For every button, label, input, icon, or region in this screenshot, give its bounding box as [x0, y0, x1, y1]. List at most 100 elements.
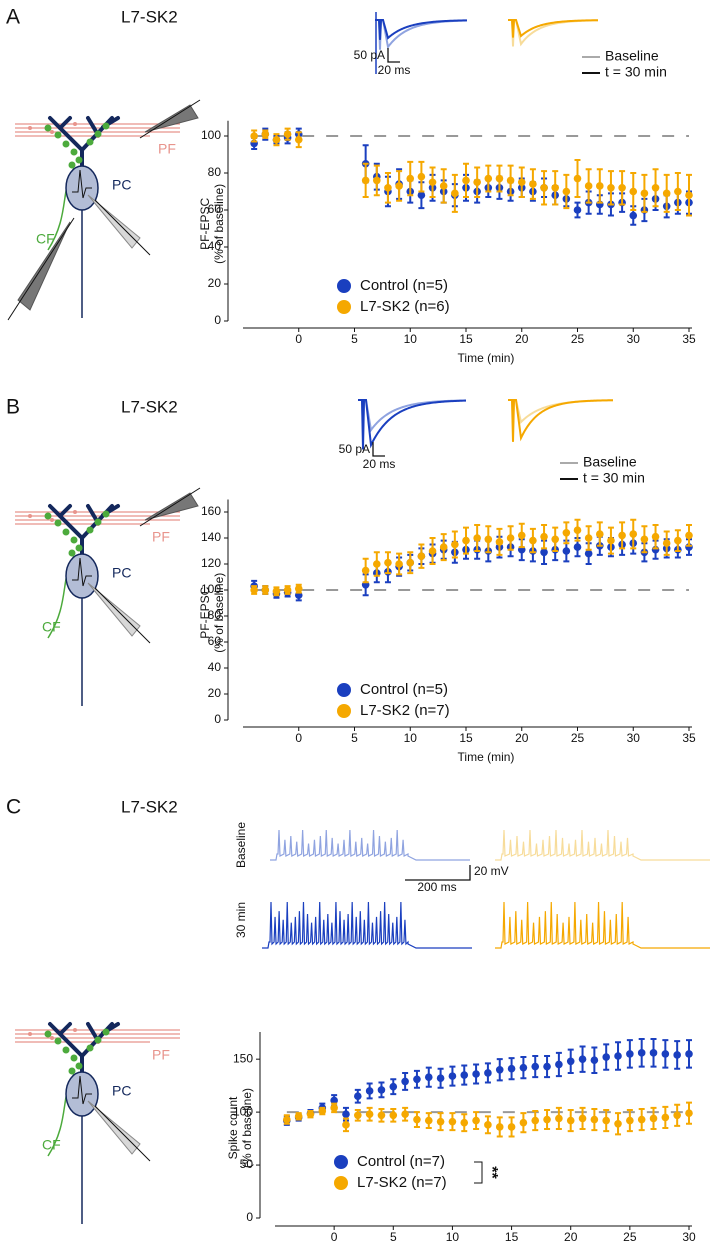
data-point: [573, 526, 582, 534]
data-point: [460, 1071, 469, 1079]
data-point: [283, 1115, 291, 1124]
trace: [358, 399, 467, 434]
data-point: [373, 176, 381, 185]
data-point: [551, 535, 559, 544]
data-point: [428, 178, 437, 187]
data-point: [651, 532, 660, 541]
schematic-a: [7, 99, 201, 321]
data-point: [261, 586, 270, 594]
x-tick-label: 30: [627, 731, 641, 745]
data-point: [507, 1064, 516, 1073]
scale-label: 20 mV: [474, 864, 509, 878]
trace: [495, 829, 710, 861]
data-point: [629, 211, 638, 220]
data-point: [640, 189, 649, 198]
y-tick-label: 80: [208, 608, 222, 622]
data-point: [250, 132, 258, 140]
x-tick-label: 5: [390, 1230, 397, 1244]
data-point: [495, 1123, 504, 1131]
x-tick-label: 10: [404, 332, 418, 346]
y-tick-label: 0: [246, 1210, 253, 1224]
data-point: [649, 1049, 658, 1057]
data-point: [417, 191, 426, 199]
data-point: [377, 1086, 386, 1094]
x-tick-label: 15: [505, 1230, 519, 1244]
y-tick-label: 80: [208, 165, 222, 179]
data-point: [318, 1107, 327, 1115]
data-point: [272, 587, 281, 596]
data-point: [649, 1114, 658, 1123]
data-point: [283, 130, 292, 138]
panel-label: A: [6, 6, 20, 29]
scale-label: 200 ms: [417, 880, 456, 894]
data-point: [472, 1116, 480, 1125]
data-point: [507, 1123, 516, 1131]
data-point: [506, 534, 515, 542]
data-point: [361, 566, 370, 575]
data-point: [495, 1065, 504, 1074]
data-point: [436, 1074, 445, 1083]
data-point: [406, 558, 415, 567]
data-point: [272, 135, 281, 144]
data-point: [584, 182, 593, 190]
y-tick-label: 160: [201, 504, 221, 518]
scale-label: 50 pA: [339, 442, 370, 456]
panel-title: L7-SK2: [121, 7, 178, 26]
data-point: [573, 543, 582, 551]
row-label: Baseline: [234, 822, 248, 868]
data-point: [506, 176, 515, 185]
schematic-label: PF: [152, 529, 170, 545]
data-point: [342, 1121, 350, 1129]
scale-label: 20 ms: [363, 457, 396, 471]
data-point: [626, 1116, 634, 1125]
data-point: [540, 548, 548, 557]
row-label: 30 min: [234, 902, 248, 938]
data-point: [640, 535, 649, 544]
data-point: [573, 174, 582, 183]
x-axis-label: Time (min): [458, 351, 515, 365]
y-tick-label: 120: [201, 556, 221, 570]
data-point: [626, 1050, 634, 1058]
y-tick-label: 40: [208, 239, 222, 253]
data-point: [365, 1110, 374, 1119]
scale-bar: [387, 48, 400, 63]
data-point: [428, 547, 437, 555]
data-point: [543, 1062, 551, 1071]
schematic-label: CF: [42, 619, 61, 635]
data-point: [473, 534, 481, 542]
x-tick-label: 35: [682, 332, 696, 346]
data-point: [389, 1111, 398, 1120]
data-point: [484, 1069, 492, 1077]
x-axis-label: Time (min): [458, 750, 515, 764]
y-tick-label: 20: [208, 686, 222, 700]
data-point: [531, 1062, 540, 1071]
schematic-label: PF: [152, 1047, 170, 1063]
data-point: [413, 1075, 421, 1084]
panel-label: C: [6, 796, 21, 819]
trace: [508, 19, 599, 47]
y-tick-label: 0: [214, 712, 221, 726]
x-tick-label: 0: [295, 332, 302, 346]
data-point: [495, 174, 504, 183]
data-point: [685, 531, 693, 540]
x-tick-label: 0: [331, 1230, 338, 1244]
x-tick-label: 30: [682, 1230, 696, 1244]
data-point: [413, 1115, 421, 1124]
data-point: [373, 560, 381, 568]
data-point: [448, 1072, 457, 1080]
data-point: [294, 135, 303, 144]
data-point: [562, 187, 571, 196]
panel-label: B: [6, 396, 20, 419]
data-point: [484, 1121, 492, 1129]
data-point: [543, 1115, 551, 1124]
data-point: [395, 182, 403, 190]
trace: [508, 19, 599, 38]
data-point: [584, 534, 593, 542]
x-tick-label: 25: [571, 332, 585, 346]
legend-marker: [337, 683, 351, 697]
data-point: [460, 1118, 469, 1127]
y-axis-label: Spike count: [226, 1096, 240, 1159]
data-point: [673, 1111, 681, 1120]
data-point: [401, 1077, 409, 1086]
